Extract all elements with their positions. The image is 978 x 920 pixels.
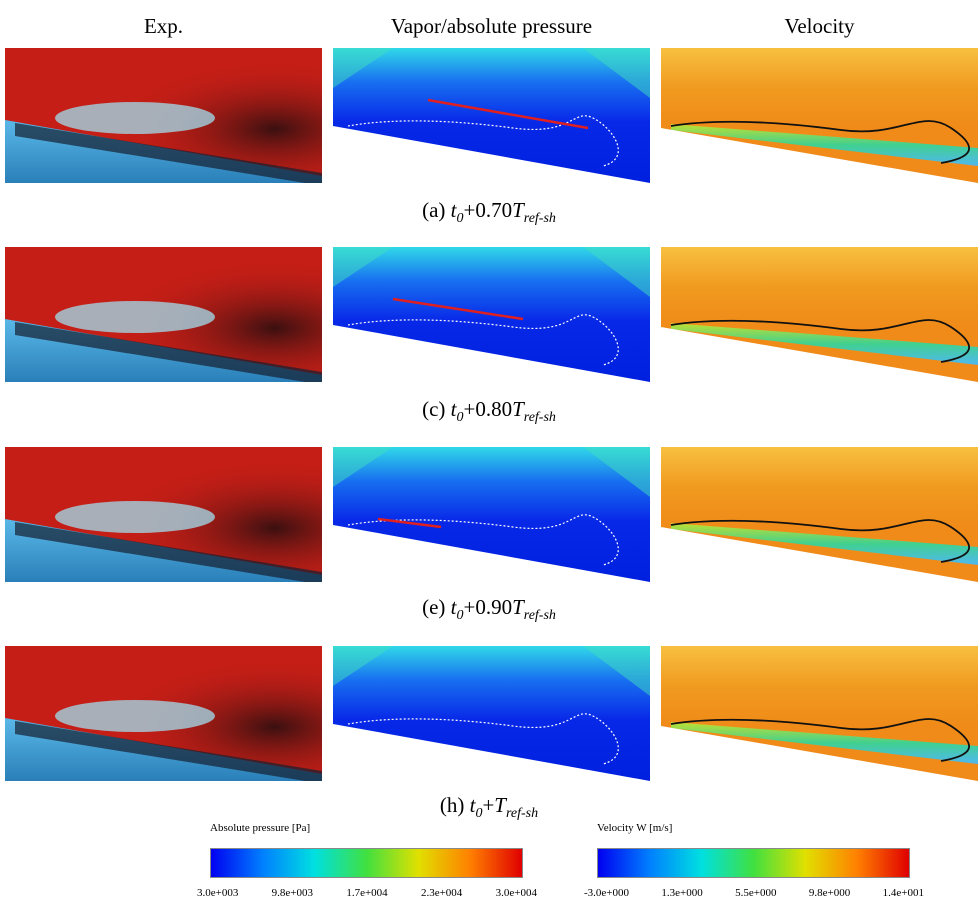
caption-part: ref-sh [523, 608, 556, 623]
caption-part: (e) [422, 595, 451, 619]
caption-part: T [512, 595, 524, 619]
caption-part: 0 [456, 211, 464, 226]
colorbar [597, 848, 910, 878]
colorbar-tick-label: 3.0e+004 [495, 887, 537, 899]
caption-part: 0 [456, 410, 464, 425]
colorbar-tick-label: 9.8e+000 [808, 887, 851, 899]
column-header: Velocity [784, 14, 855, 38]
column-header: Vapor/absolute pressure [390, 14, 593, 38]
colorbar-title: Velocity W [m/s] [597, 822, 673, 834]
caption-part: (c) [422, 397, 451, 421]
pres-panel [333, 247, 650, 382]
vel-panel [661, 646, 978, 781]
pres-panel [333, 447, 650, 582]
caption-part: +0.80 [463, 397, 513, 421]
caption-part: T [494, 793, 506, 817]
colorbar-title: Absolute pressure [Pa] [210, 822, 311, 834]
colorbar [210, 848, 523, 878]
vel-panel [661, 48, 978, 183]
row-caption: (e) t0+0.90Tref-sh [0, 595, 978, 624]
caption-part: ref-sh [505, 806, 539, 821]
caption-part: t [450, 397, 457, 421]
caption-part: t [450, 198, 457, 222]
row-caption: (c) t0+0.80Tref-sh [0, 397, 978, 426]
caption-part: (a) [422, 198, 451, 222]
exp-panel [5, 447, 322, 582]
colorbar-ticks: 3.0e+003 9.8e+003 1.7e+004 2.3e+004 3.0e+004 [197, 887, 537, 899]
row-caption: (h) t0+Tref-sh [0, 793, 978, 822]
colorbar-tick-label: 5.5e+000 [735, 887, 777, 899]
colorbar-tick-label: 3.0e+003 [197, 887, 239, 899]
exp-panel [5, 646, 322, 781]
caption-part: t [450, 595, 457, 619]
colorbar-tick-label: -3.0e+000 [584, 887, 629, 899]
row-caption: (a) t0+0.70Tref-sh [0, 198, 978, 227]
caption-part: 0 [475, 806, 483, 821]
sheet-length-line [377, 517, 442, 529]
sheet-length-line [427, 98, 589, 130]
colorbar-tick-label: 1.7e+004 [346, 887, 388, 899]
caption-part: T [512, 198, 524, 222]
sheet-length-line [392, 297, 524, 321]
caption-part: + [482, 793, 495, 817]
pres-panel [333, 48, 650, 183]
colorbar-tick-label: 2.3e+004 [420, 887, 463, 899]
vel-panel [661, 447, 978, 582]
exp-panel [5, 247, 322, 382]
colorbar-tick-label: 9.8e+003 [271, 887, 313, 899]
exp-panel [5, 48, 322, 183]
colorbar-tick-label: 1.3e+000 [661, 887, 703, 899]
caption-part: (h) [439, 793, 470, 817]
vel-panel [661, 247, 978, 382]
column-header: Exp. [143, 14, 184, 38]
caption-part: ref-sh [523, 410, 556, 425]
caption-part: t [469, 793, 476, 817]
caption-part: ref-sh [523, 211, 556, 226]
colorbar-ticks: -3.0e+000 1.3e+000 5.5e+000 9.8e+000 1.4e+00… [584, 887, 924, 899]
colorbar-tick-label: 1.4e+001 [882, 887, 924, 899]
pres-panel [333, 646, 650, 781]
caption-part: +0.90 [463, 595, 513, 619]
caption-part: 0 [456, 608, 464, 623]
caption-part: +0.70 [463, 198, 513, 222]
caption-part: T [512, 397, 524, 421]
